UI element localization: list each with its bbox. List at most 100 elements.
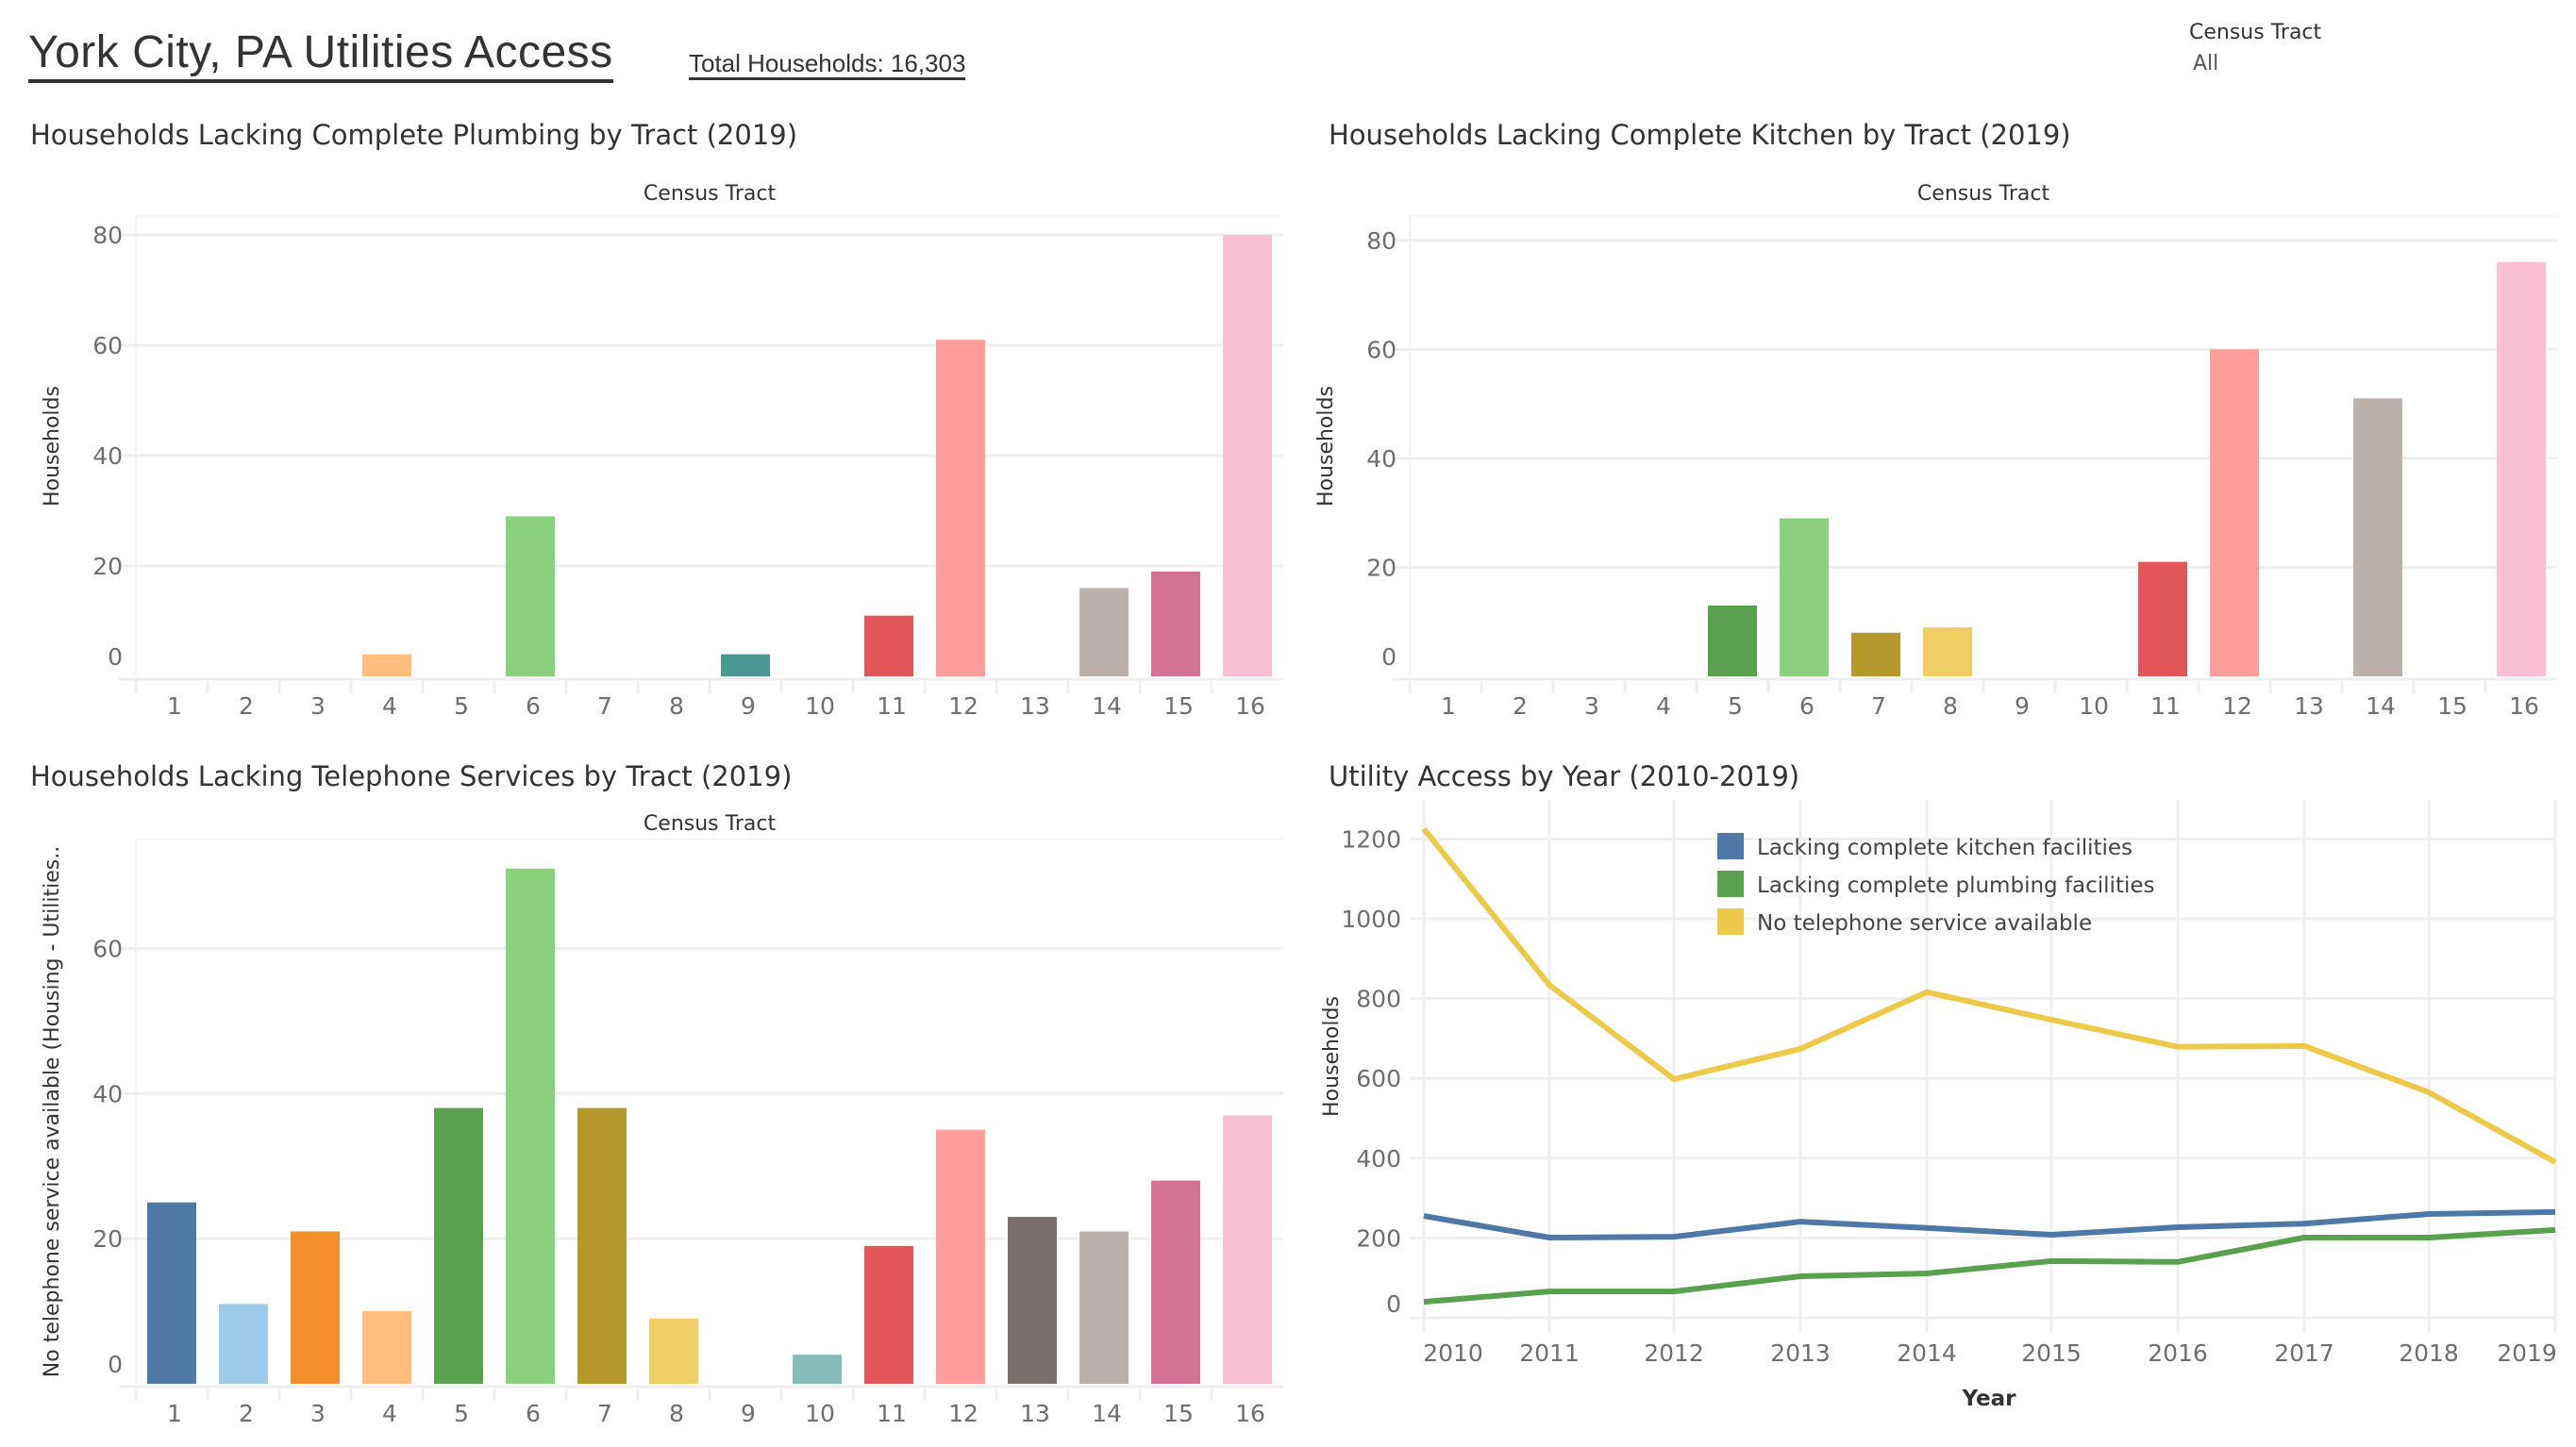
y-tick-label: 20 xyxy=(92,1225,123,1253)
dashboard-title: York City, PA Utilities Access xyxy=(28,26,613,83)
x-axis-title: Year xyxy=(1961,1387,2016,1411)
x-tick-label: 8 xyxy=(1943,692,1958,720)
x-tick-label: 16 xyxy=(2509,692,2539,720)
bar-tract-5[interactable] xyxy=(1708,605,1757,676)
bar-tract-15[interactable] xyxy=(1151,571,1200,676)
total-households-link[interactable]: Total Households: 16,303 xyxy=(689,49,966,80)
x-tick-label: 2014 xyxy=(1897,1339,1957,1367)
filter-label: Census Tract xyxy=(2189,21,2322,44)
census-tract-filter[interactable]: Census Tract All xyxy=(2189,21,2548,75)
x-tick-label: 6 xyxy=(526,1400,541,1427)
y-tick-label: 0 xyxy=(108,1351,123,1378)
y-tick-label: 20 xyxy=(1366,554,1397,581)
bar-tract-2[interactable] xyxy=(219,1304,268,1384)
bar-tract-13[interactable] xyxy=(1008,1217,1057,1384)
x-tick-label: 2 xyxy=(239,692,254,720)
bar-tract-14[interactable] xyxy=(2353,398,2402,676)
bar-tract-6[interactable] xyxy=(506,868,555,1384)
x-tick-label: 5 xyxy=(1728,692,1743,720)
x-tick-label: 10 xyxy=(2079,692,2109,720)
bar-tract-16[interactable] xyxy=(1223,1115,1272,1384)
bar-tract-4[interactable] xyxy=(362,1311,411,1384)
kitchen-chart-title: Households Lacking Complete Kitchen by T… xyxy=(1329,119,2071,151)
bar-tract-11[interactable] xyxy=(2138,561,2187,676)
y-tick-label: 20 xyxy=(92,553,123,580)
bar-tract-8[interactable] xyxy=(1923,627,1972,676)
bar-tract-14[interactable] xyxy=(1079,588,1129,676)
bar-tract-7[interactable] xyxy=(1851,632,1900,676)
bar-tract-15[interactable] xyxy=(1151,1180,1200,1384)
x-tick-label: 9 xyxy=(741,1400,756,1427)
bar-tract-7[interactable] xyxy=(577,1107,627,1384)
x-tick-label: 13 xyxy=(1020,692,1050,720)
x-tick-label: 6 xyxy=(1799,692,1815,720)
x-tick-label: 3 xyxy=(1584,692,1599,720)
x-tick-label: 13 xyxy=(2294,692,2324,720)
x-tick-label: 2019 xyxy=(2497,1339,2557,1367)
y-tick-label: 60 xyxy=(92,935,123,962)
y-tick-label: 1000 xyxy=(1341,906,1401,933)
column-header-census-tract: Census Tract xyxy=(1917,182,2050,206)
plumbing-chart-title: Households Lacking Complete Plumbing by … xyxy=(30,119,798,151)
y-axis-title: No telephone service available (Housing … xyxy=(41,846,64,1377)
series-line-kitchen[interactable] xyxy=(1423,1208,2556,1241)
bar-tract-4[interactable] xyxy=(362,654,411,676)
x-tick-label: 6 xyxy=(526,692,541,720)
y-axis-title: Households xyxy=(1314,386,1338,507)
x-tick-label: 2015 xyxy=(2021,1339,2082,1367)
y-tick-label: 40 xyxy=(92,442,123,470)
y-tick-label: 60 xyxy=(92,332,123,359)
legend-label[interactable]: No telephone service available xyxy=(1757,911,2092,936)
column-header-census-tract: Census Tract xyxy=(644,812,777,836)
x-tick-label: 15 xyxy=(1163,1400,1194,1427)
y-axis-title: Households xyxy=(1320,996,1344,1117)
bar-tract-11[interactable] xyxy=(864,615,913,676)
column-header-census-tract: Census Tract xyxy=(644,182,777,206)
bar-tract-16[interactable] xyxy=(2497,261,2546,676)
x-tick-label: 2012 xyxy=(1644,1339,1704,1367)
bar-tract-3[interactable] xyxy=(291,1231,340,1384)
x-tick-label: 2018 xyxy=(2399,1339,2459,1367)
x-tick-label: 4 xyxy=(382,692,397,720)
legend-label[interactable]: Lacking complete kitchen facilities xyxy=(1757,836,2133,860)
y-tick-label: 0 xyxy=(108,643,123,671)
legend-swatch-telephone[interactable] xyxy=(1717,908,1744,935)
series-line-telephone[interactable] xyxy=(1421,826,2557,1165)
x-tick-label: 2017 xyxy=(2274,1339,2334,1367)
legend-swatch-plumbing[interactable] xyxy=(1717,871,1744,897)
bar-tract-14[interactable] xyxy=(1079,1231,1129,1384)
telephone-chart-title: Households Lacking Telephone Services by… xyxy=(30,760,793,792)
filter-value-dropdown[interactable]: All xyxy=(2193,52,2219,75)
bar-tract-9[interactable] xyxy=(721,654,770,676)
bar-tract-12[interactable] xyxy=(936,340,985,676)
x-tick-label: 2016 xyxy=(2148,1339,2208,1367)
bar-tract-16[interactable] xyxy=(1223,235,1272,676)
bar-tract-11[interactable] xyxy=(864,1245,913,1384)
x-tick-label: 2013 xyxy=(1770,1339,1831,1367)
x-tick-label: 2011 xyxy=(1519,1339,1580,1367)
x-tick-label: 1 xyxy=(167,1400,182,1427)
x-tick-label: 9 xyxy=(2015,692,2030,720)
x-tick-label: 9 xyxy=(741,692,756,720)
x-tick-label: 12 xyxy=(948,1400,979,1427)
y-tick-label: 80 xyxy=(92,222,123,249)
x-tick-label: 16 xyxy=(1235,1400,1265,1427)
legend-swatch-kitchen[interactable] xyxy=(1717,833,1744,859)
y-tick-label: 1200 xyxy=(1341,825,1401,853)
bar-tract-10[interactable] xyxy=(793,1355,842,1384)
bar-tract-5[interactable] xyxy=(434,1107,483,1384)
bar-tract-8[interactable] xyxy=(649,1318,698,1384)
bar-tract-1[interactable] xyxy=(147,1202,196,1384)
x-tick-label: 12 xyxy=(2222,692,2252,720)
legend-label[interactable]: Lacking complete plumbing facilities xyxy=(1757,873,2155,898)
x-tick-label: 4 xyxy=(1656,692,1671,720)
bar-tract-12[interactable] xyxy=(936,1129,985,1384)
bar-tract-6[interactable] xyxy=(1780,518,1829,676)
bar-tract-12[interactable] xyxy=(2210,349,2259,676)
x-tick-label: 8 xyxy=(669,692,684,720)
series-line-plumbing[interactable] xyxy=(1423,1226,2556,1306)
bar-tract-6[interactable] xyxy=(506,516,555,676)
